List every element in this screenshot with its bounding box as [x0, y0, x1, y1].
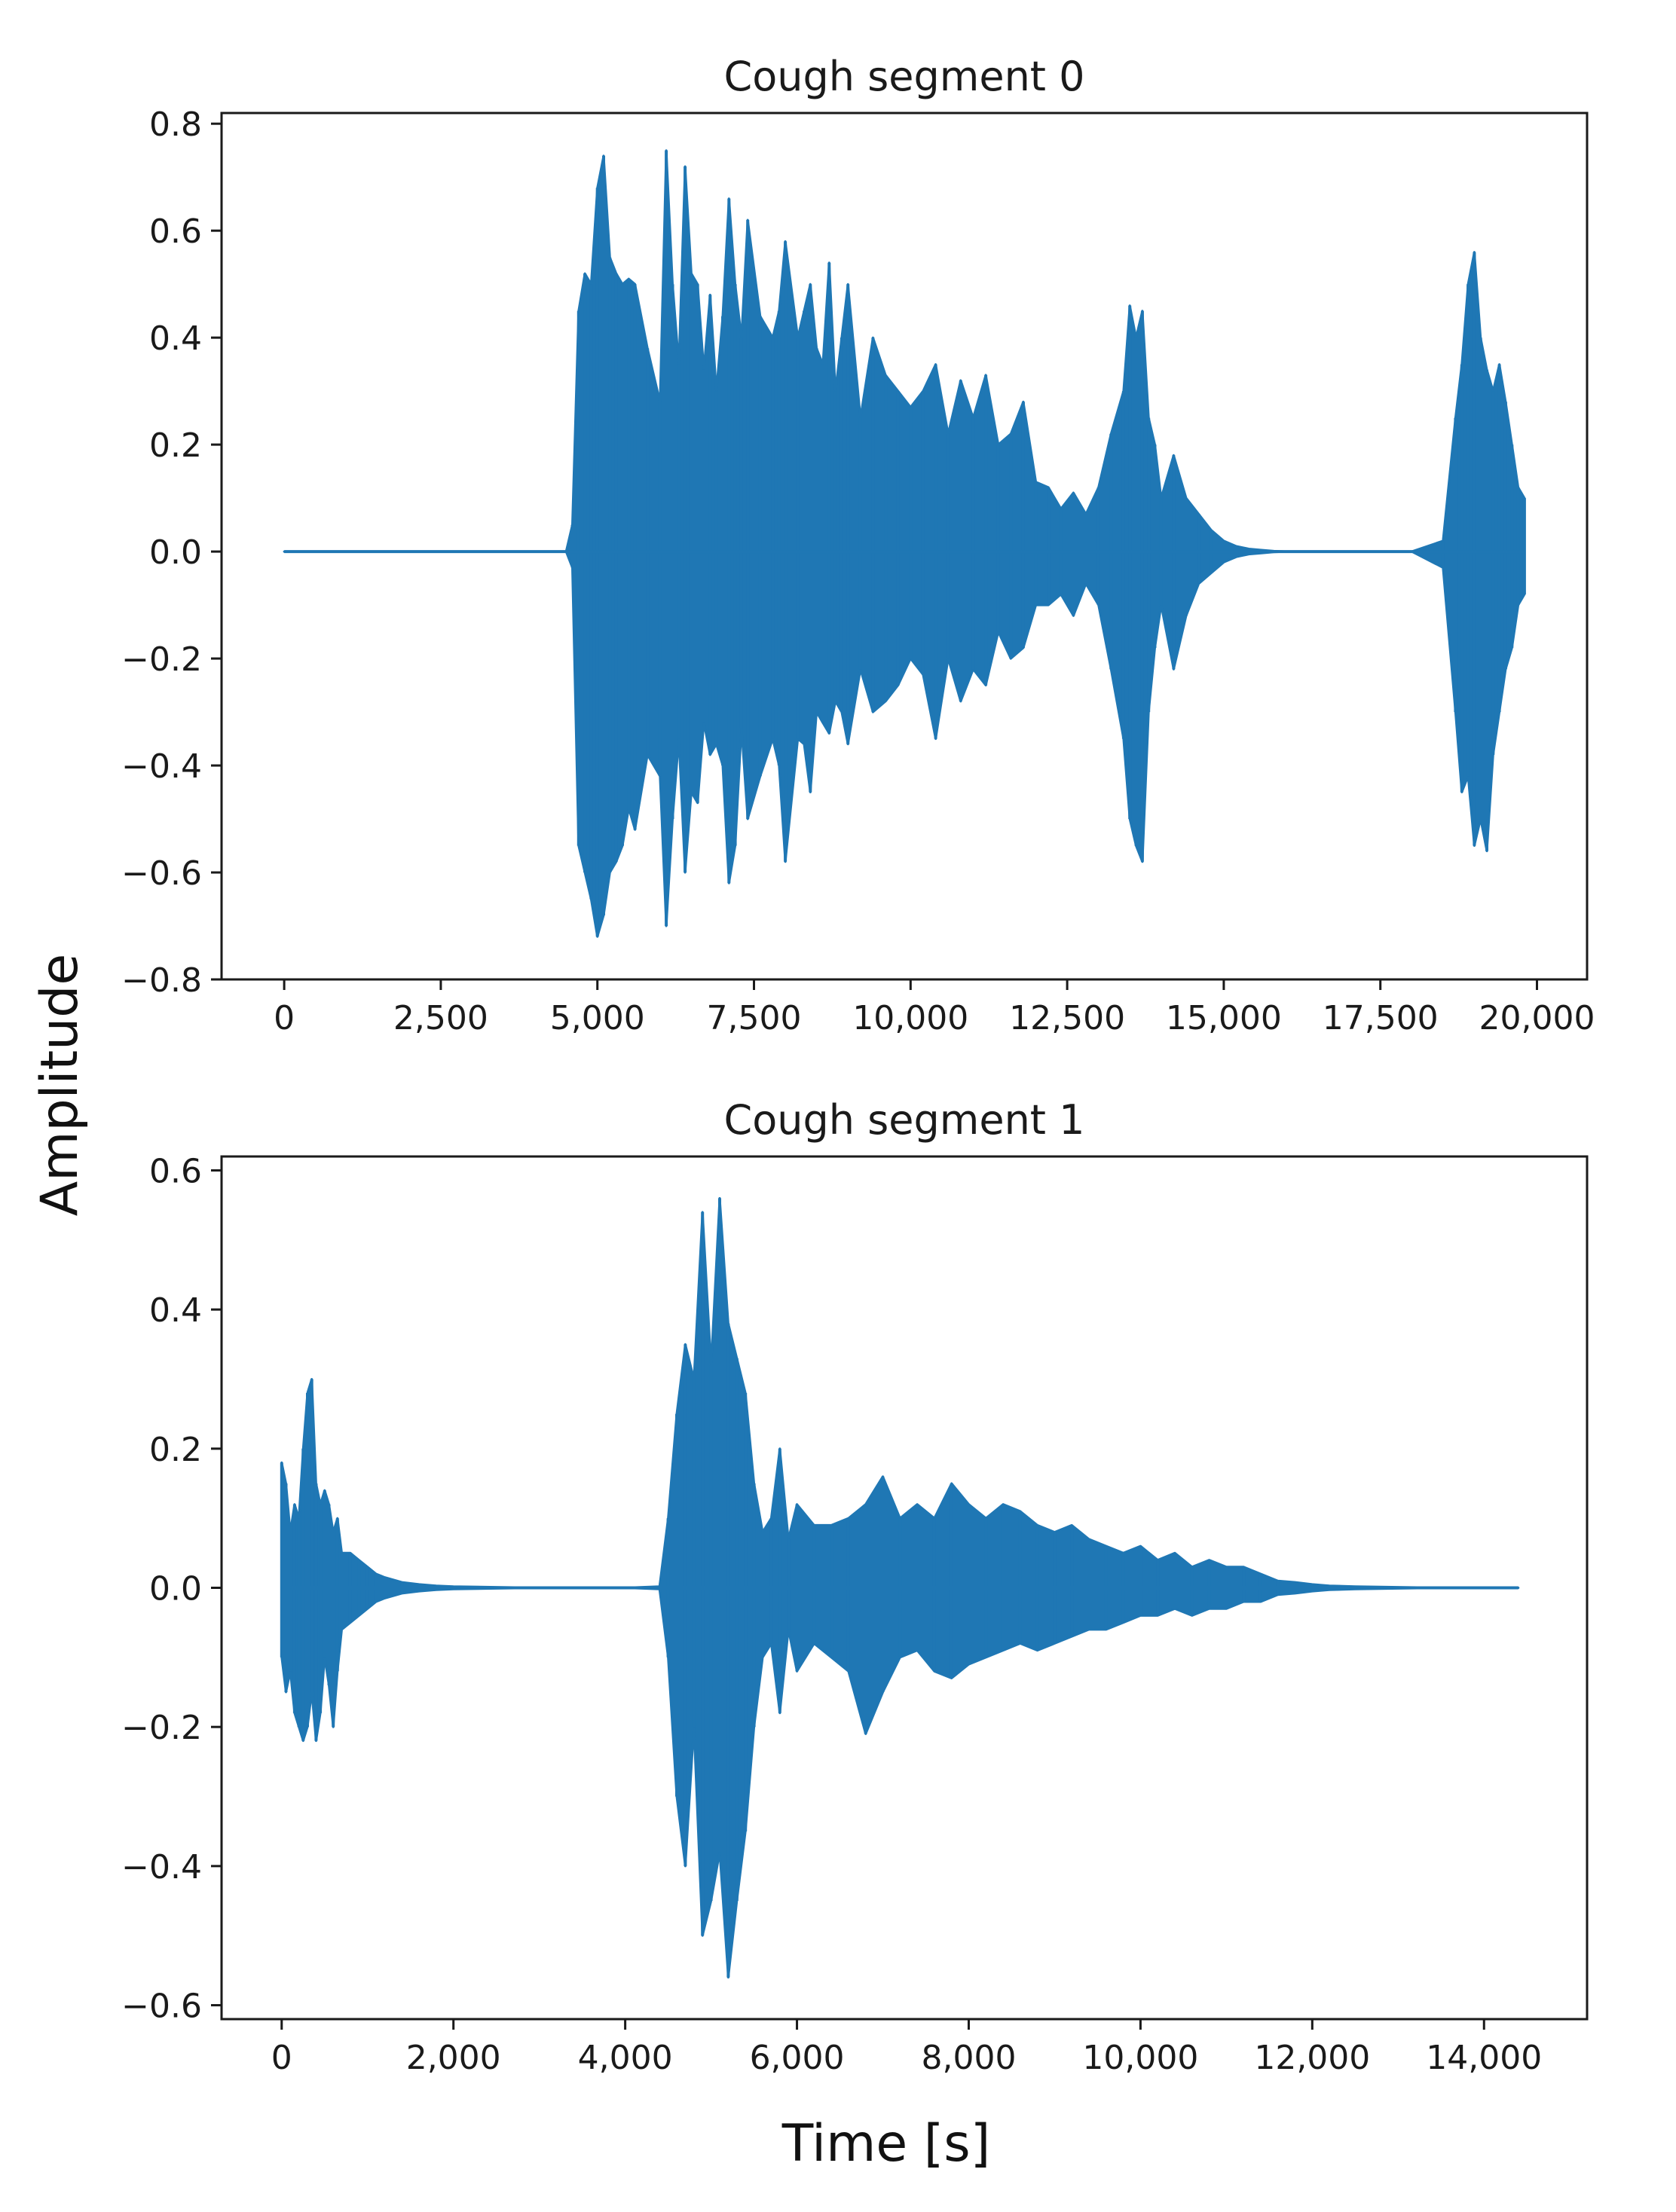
x-tick-label: 2,000: [406, 2039, 501, 2077]
y-tick-label: 0.4: [149, 319, 202, 358]
x-tick-label: 4,000: [578, 2039, 673, 2077]
y-tick-label: −0.6: [121, 1987, 202, 2026]
x-tick-label: 15,000: [1166, 999, 1282, 1037]
y-tick-label: 0.0: [149, 1570, 202, 1609]
y-tick-label: −0.4: [121, 1848, 202, 1887]
x-tick-label: 0: [271, 2039, 292, 2077]
x-tick-label: 12,500: [1009, 999, 1125, 1037]
x-tick-label: 5,000: [550, 999, 645, 1037]
x-tick-label: 12,000: [1254, 2039, 1370, 2077]
x-tick-label: 17,500: [1323, 999, 1439, 1037]
y-tick-label: −0.2: [121, 640, 202, 679]
series-waveform: [283, 149, 1526, 938]
y-tick-label: −0.2: [121, 1709, 202, 1747]
x-tick-label: 20,000: [1479, 999, 1595, 1037]
x-tick-label: 0: [274, 999, 295, 1037]
y-tick-label: 0.4: [149, 1291, 202, 1330]
chart-title: Cough segment 0: [723, 53, 1084, 100]
x-tick-label: 10,000: [852, 999, 968, 1037]
chart-title: Cough segment 1: [723, 1096, 1084, 1144]
x-tick-label: 6,000: [750, 2039, 845, 2077]
chart-panel-cough-segment-1: Cough segment 1 0 2,000 4,000 6,000 8,000 10,0…: [121, 1096, 1589, 2077]
y-tick-label: 0.8: [149, 105, 202, 144]
y-tick-label: 0.6: [149, 212, 202, 251]
x-tick-label: 7,500: [707, 999, 802, 1037]
y-tick-label: −0.8: [121, 961, 202, 1000]
x-tick-label: 10,000: [1082, 2039, 1198, 2077]
chart-panel-cough-segment-0: Cough segment 0 0 2,500 5,000 7,500 10,000 12,…: [121, 53, 1595, 1037]
y-tick-label: −0.6: [121, 854, 202, 893]
y-axis-label: Amplitude: [30, 954, 90, 1216]
plot-frame: [220, 112, 1589, 981]
y-tick-label: 0.0: [149, 533, 202, 572]
y-tick-label: 0.2: [149, 426, 202, 465]
y-tick-label: 0.6: [149, 1152, 202, 1190]
y-tick-label: −0.4: [121, 747, 202, 786]
x-axis-label: Time [s]: [781, 2114, 991, 2174]
x-tick-label: 2,500: [393, 999, 488, 1037]
y-tick-label: 0.2: [149, 1431, 202, 1469]
x-tick-label: 8,000: [921, 2039, 1016, 2077]
x-tick-label: 14,000: [1426, 2039, 1542, 2077]
